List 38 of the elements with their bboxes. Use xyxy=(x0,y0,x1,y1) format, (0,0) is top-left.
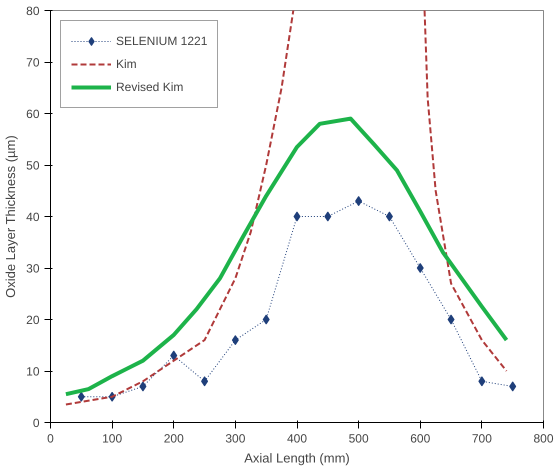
point xyxy=(139,381,146,392)
point xyxy=(355,196,362,206)
point xyxy=(478,376,486,386)
x-tick-label: 300 xyxy=(225,432,246,446)
x-tick-label: 100 xyxy=(102,432,122,446)
y-tick-label: 0 xyxy=(32,416,40,430)
x-tick-label: 200 xyxy=(164,432,184,446)
point xyxy=(294,212,300,222)
point xyxy=(386,212,393,222)
point xyxy=(416,263,424,273)
x-tick-label: 0 xyxy=(47,432,54,446)
point xyxy=(170,350,178,361)
x-tick-label: 400 xyxy=(286,432,308,446)
y-tick-label: 80 xyxy=(26,4,40,18)
y-axis-title: Oxide Layer Thickness (µm) xyxy=(3,135,18,298)
y-tick-label: 70 xyxy=(26,56,40,70)
point xyxy=(509,381,516,392)
point xyxy=(78,392,85,402)
point xyxy=(262,314,270,324)
line-series xyxy=(64,116,509,396)
x-axis-title: Axial Length (mm) xyxy=(244,450,350,466)
legend-label: SELENIUM 1221 xyxy=(116,34,208,48)
y-tick-label: 10 xyxy=(26,364,40,378)
y-tick-label: 20 xyxy=(26,313,40,327)
y-tick-label: 60 xyxy=(26,107,40,121)
y-tick-label: 40 xyxy=(26,210,40,224)
point xyxy=(324,212,332,222)
y-tick-label: 30 xyxy=(26,262,40,276)
x-tick-label: 800 xyxy=(533,432,554,446)
x-tick-label: 500 xyxy=(348,432,369,446)
y-tick-label: 50 xyxy=(26,158,40,172)
legend-label: Kim xyxy=(116,57,137,71)
point xyxy=(448,314,455,324)
point xyxy=(232,335,239,346)
legend-label: Revised Kim xyxy=(116,80,184,94)
x-tick-label: 600 xyxy=(410,432,431,446)
x-tick-label: 700 xyxy=(472,432,492,446)
point xyxy=(201,376,208,386)
